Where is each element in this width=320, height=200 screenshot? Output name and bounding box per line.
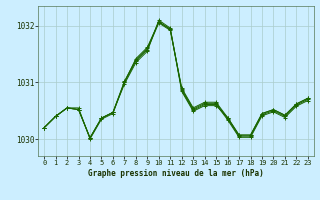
X-axis label: Graphe pression niveau de la mer (hPa): Graphe pression niveau de la mer (hPa) <box>88 169 264 178</box>
